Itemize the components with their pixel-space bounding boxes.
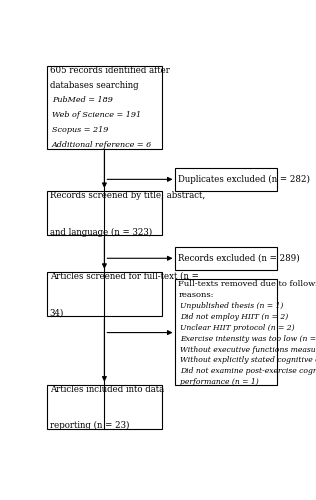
Text: reporting (n = 23): reporting (n = 23) [50,421,129,430]
Text: Without executive functions measures (n = 2): Without executive functions measures (n … [180,346,316,354]
Text: Unpublished thesis (n = 1): Unpublished thesis (n = 1) [180,302,283,310]
Text: Additional reference = 6: Additional reference = 6 [52,142,152,150]
Text: Without explicitly stated cognitive outcomes (n =1): Without explicitly stated cognitive outc… [180,356,316,364]
Text: Did not examine post-exercise cognitive: Did not examine post-exercise cognitive [180,368,316,376]
Text: Records screened by title, abstract,: Records screened by title, abstract, [50,191,205,200]
Bar [175,246,277,270]
Text: Duplicates excluded (n = 282): Duplicates excluded (n = 282) [178,175,310,184]
Bar [175,168,277,191]
Text: Articles screened for full-text (n =: Articles screened for full-text (n = [50,272,199,281]
Text: reasons:: reasons: [178,291,214,299]
Bar [47,191,162,235]
Bar [47,272,162,316]
Text: Records excluded (n = 289): Records excluded (n = 289) [178,254,300,263]
Text: Full-texts removed due to following: Full-texts removed due to following [178,280,316,288]
Text: Unclear HIIT protocol (n = 2): Unclear HIIT protocol (n = 2) [180,324,295,332]
Text: Exercise intensity was too low (n =2): Exercise intensity was too low (n =2) [180,334,316,342]
Text: databases searching: databases searching [50,81,138,90]
Text: PubMed = 189: PubMed = 189 [52,96,112,104]
Text: and language (n = 323): and language (n = 323) [50,228,152,236]
Text: performance (n = 1): performance (n = 1) [180,378,258,386]
Bar [175,280,277,386]
Text: Did not employ HIIT (n = 2): Did not employ HIIT (n = 2) [180,313,288,321]
Bar [47,66,162,148]
Text: 34): 34) [50,308,64,318]
Text: Web of Science = 191: Web of Science = 191 [52,112,141,120]
Bar [47,384,162,429]
Text: Scopus = 219: Scopus = 219 [52,126,108,134]
Text: Articles included into data: Articles included into data [50,384,164,394]
Text: 605 records identified after: 605 records identified after [50,66,170,75]
